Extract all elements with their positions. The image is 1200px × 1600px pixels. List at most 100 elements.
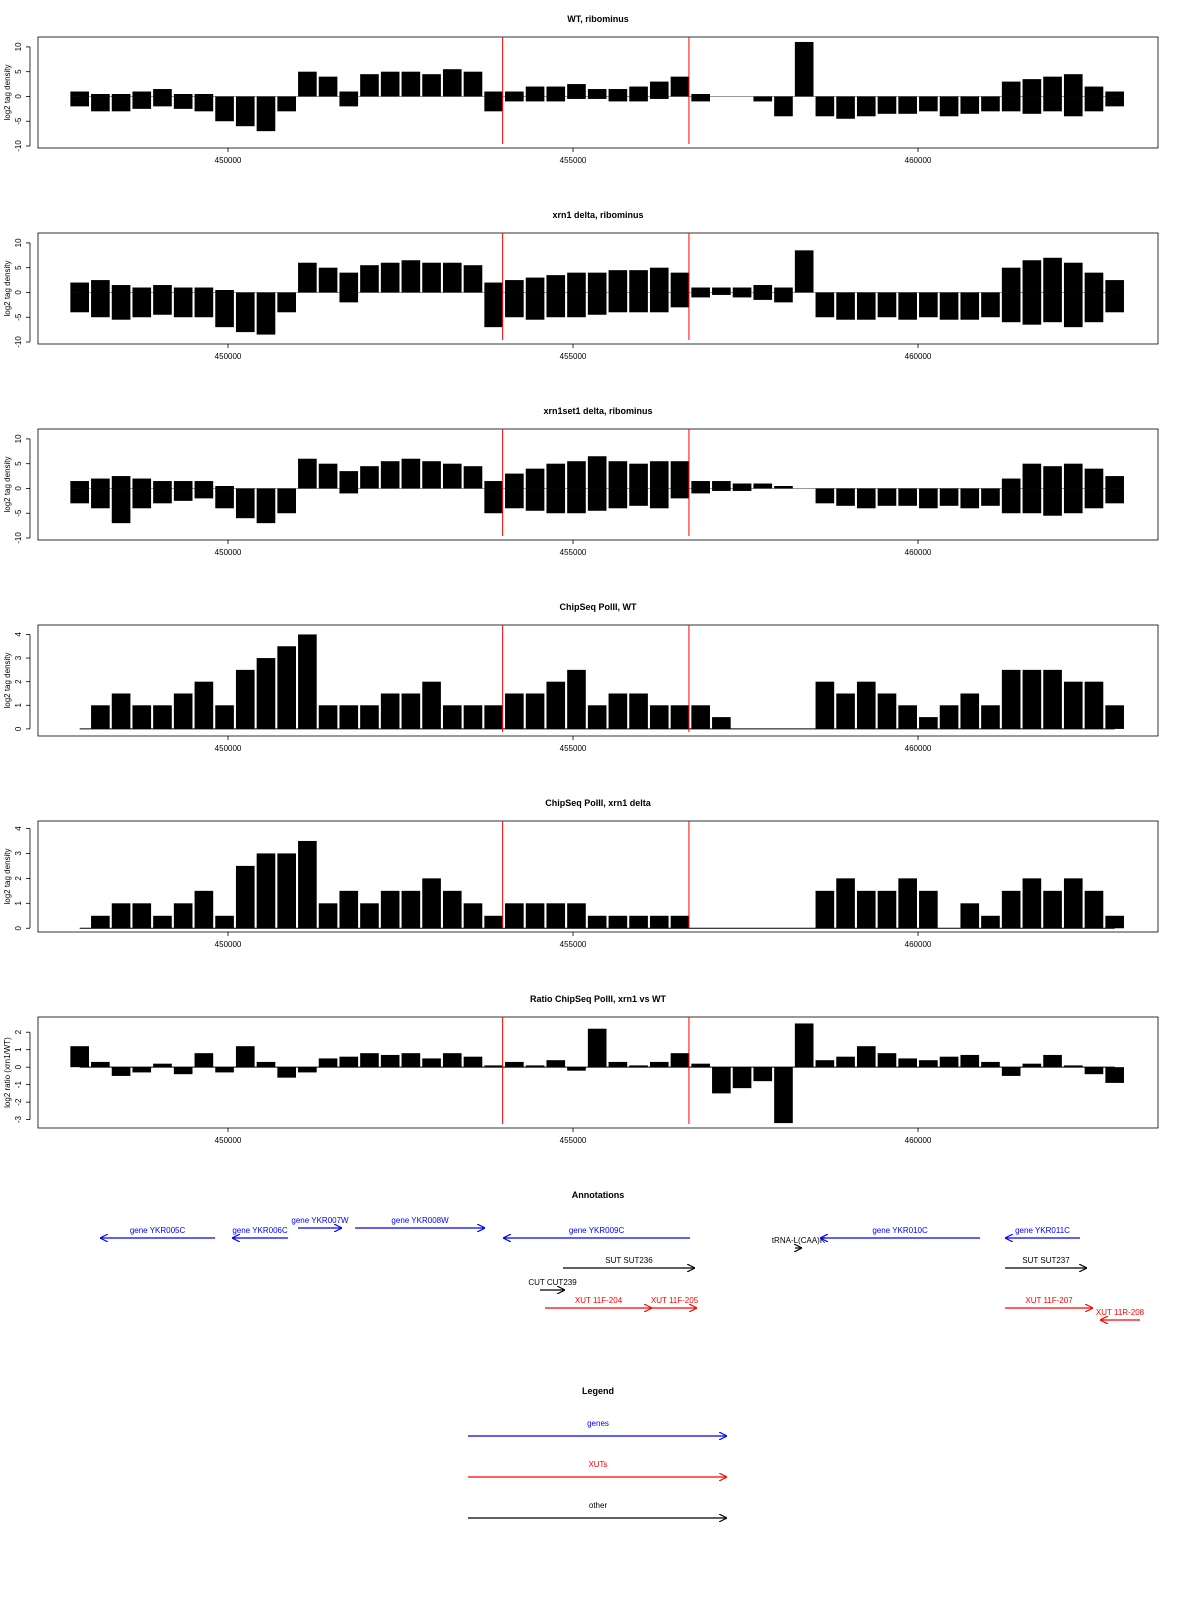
bar xyxy=(1043,488,1062,516)
bar xyxy=(298,1067,317,1073)
bar xyxy=(525,86,545,97)
bar xyxy=(919,890,938,929)
bar xyxy=(256,658,276,729)
y-tick-label: 4 xyxy=(14,632,23,637)
bar xyxy=(463,1056,483,1068)
y-tick-label: 2 xyxy=(14,679,23,684)
y-tick-label: -10 xyxy=(14,140,23,152)
y-tick-label: -5 xyxy=(14,313,23,321)
feature-label: XUT 11F-205 xyxy=(651,1296,699,1305)
bar xyxy=(1043,292,1062,323)
bar xyxy=(712,717,731,729)
bar xyxy=(649,292,669,313)
bar xyxy=(422,681,441,729)
bar xyxy=(1084,468,1104,489)
bar xyxy=(1084,96,1104,112)
bar xyxy=(815,681,835,729)
bar xyxy=(194,292,214,318)
bar xyxy=(712,292,731,295)
bar xyxy=(1022,1063,1042,1068)
bar xyxy=(173,1067,193,1075)
bar xyxy=(587,1028,607,1068)
bar xyxy=(215,292,234,328)
bar xyxy=(173,488,193,501)
bar xyxy=(629,693,648,729)
bar xyxy=(256,488,276,524)
x-tick-label: 460000 xyxy=(905,744,932,753)
bar xyxy=(525,277,545,293)
bar xyxy=(670,915,690,929)
bar xyxy=(318,903,338,929)
bar xyxy=(91,488,110,509)
bar xyxy=(442,705,462,729)
y-axis-label: log2 tag density xyxy=(3,260,12,316)
bar xyxy=(1105,91,1124,97)
bar xyxy=(629,488,648,506)
bar xyxy=(132,903,152,929)
bar xyxy=(380,71,400,97)
bar xyxy=(1001,669,1021,729)
bar xyxy=(380,890,400,929)
bar xyxy=(173,693,193,729)
bar xyxy=(1022,292,1042,325)
bar xyxy=(856,292,876,320)
bar xyxy=(567,461,586,489)
bar xyxy=(111,903,131,929)
bar xyxy=(649,461,669,489)
x-tick-label: 460000 xyxy=(905,940,932,949)
bar xyxy=(732,287,752,293)
plot-frame xyxy=(37,232,1159,345)
bar xyxy=(153,488,172,504)
bar xyxy=(587,705,607,729)
y-tick-label: -2 xyxy=(14,1098,23,1106)
bar xyxy=(277,646,296,729)
bar xyxy=(91,96,110,112)
bar xyxy=(815,890,835,929)
bar xyxy=(981,705,1000,729)
bar xyxy=(691,1063,710,1068)
bar xyxy=(960,292,980,320)
bar xyxy=(91,1061,110,1068)
bar xyxy=(401,693,421,729)
bar xyxy=(91,705,110,729)
bar xyxy=(1063,681,1083,729)
bar xyxy=(794,41,814,97)
y-tick-label: 0 xyxy=(14,94,23,99)
bar xyxy=(629,96,648,102)
x-tick-label: 450000 xyxy=(215,940,242,949)
bar xyxy=(856,890,876,929)
bar xyxy=(546,96,566,102)
bar xyxy=(235,865,255,929)
feature-label: XUT 11R-208 xyxy=(1096,1308,1145,1317)
feature-label: XUT 11F-207 xyxy=(1025,1296,1073,1305)
y-tick-label: 1 xyxy=(14,1047,23,1052)
bar xyxy=(235,1046,255,1068)
bar xyxy=(649,488,669,509)
bar xyxy=(401,458,421,489)
bar xyxy=(91,93,110,97)
y-axis-label: log2 tag density xyxy=(3,848,12,904)
y-axis-label: log2 tag density xyxy=(3,456,12,512)
bar xyxy=(215,915,234,929)
bar xyxy=(277,1067,296,1078)
plot-frame xyxy=(37,820,1159,933)
bar xyxy=(753,1067,773,1082)
bar xyxy=(91,280,110,293)
bar xyxy=(463,265,483,293)
y-axis-label: log2 ratio (xrn1/WT) xyxy=(3,1037,12,1108)
bar xyxy=(194,488,214,499)
y-tick-label: 10 xyxy=(14,434,23,443)
bar xyxy=(774,1067,793,1124)
bar xyxy=(111,292,131,320)
bar xyxy=(1001,292,1021,323)
x-tick-label: 455000 xyxy=(560,548,587,557)
bar xyxy=(981,292,1000,318)
bar xyxy=(360,466,379,489)
x-tick-label: 455000 xyxy=(560,940,587,949)
bar xyxy=(298,458,317,489)
y-tick-label: 1 xyxy=(14,703,23,708)
bar xyxy=(836,488,855,506)
bar xyxy=(1084,86,1104,97)
chart-title: xrn1 delta, ribominus xyxy=(552,210,643,220)
